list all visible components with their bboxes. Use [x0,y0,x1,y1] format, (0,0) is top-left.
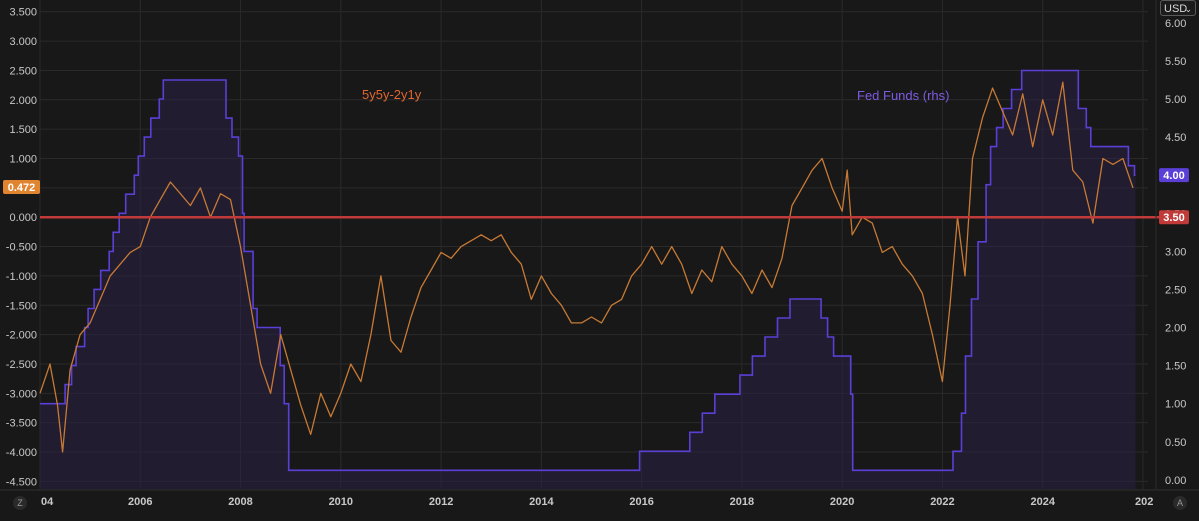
right-axis-tick-label: 0.50 [1165,437,1186,449]
currency-label: USD [1164,3,1188,15]
auto-scale-button[interactable]: A [1173,496,1187,510]
left-axis-tick-label: 0.000 [9,212,37,224]
x-axis-tick-label: 2008 [228,496,252,508]
left-axis-tick-label: -1.500 [6,300,37,312]
left-axis-tick-label: 2.500 [9,65,37,77]
x-axis-tick-label: 202 [1135,496,1153,508]
right-axis-tick-label: 6.00 [1165,18,1186,30]
fed-funds-line [40,69,1136,472]
x-axis-tick-label: 2022 [930,496,954,508]
x-axis-tick-label: 2006 [128,496,152,508]
right-axis-tick-label: 2.00 [1165,323,1186,335]
spread-layer [39,81,1134,453]
left-axis-tick-label: 1.000 [9,153,37,165]
left-axis-tick-label: -3.000 [6,388,37,400]
right-axis-tick-label: 5.00 [1165,94,1186,106]
left-axis-tick-label: -3.500 [6,418,37,430]
left-axis-tick-label: -0.500 [6,242,37,254]
fed-funds-last-value-badge: 4.00 [1163,170,1184,182]
right-axis-tick-label: 1.00 [1165,399,1186,411]
left-axis-tick-label: 2.000 [9,95,37,107]
reference-level-badge-bg [1159,210,1189,225]
x-axis-tick-label: 2020 [830,496,854,508]
x-axis-tick-label: 2010 [329,496,353,508]
fed-funds-last-value-badge-bg [1159,168,1189,183]
left-axis-tick-label: -2.500 [6,359,37,371]
annotation-layer: 5y5y-2y1y Fed Funds (rhs) [362,87,949,103]
badge-layer: 0.472 4.00 3.50 [3,168,1189,225]
fed-funds-series-label: Fed Funds (rhs) [857,88,949,103]
zoom-toggle-button[interactable]: Z [13,496,27,510]
left-axis-tick-label: 3.500 [9,7,37,19]
right-axis-tick-label: 2.50 [1165,284,1186,296]
right-axis-tick-label: 5.50 [1165,56,1186,68]
left-axis-tick-label: 1.500 [9,124,37,136]
currency-selector-button[interactable]: USD ⌄ [1160,0,1196,16]
right-axis-tick-label: 1.50 [1165,361,1186,373]
right-axis-tick-label: 3.00 [1165,246,1186,258]
spread-last-value-badge: 0.472 [8,182,36,194]
fed-funds-layer [40,69,1136,489]
x-axis-tick-label: 2016 [629,496,653,508]
axis-layer: 3.5003.0002.5002.0001.5001.0000.5000.000… [0,0,1199,508]
left-axis-tick-label: -4.500 [6,476,37,488]
left-axis-tick-label: 3.000 [9,36,37,48]
x-axis-tick-label: 2012 [429,496,453,508]
chevron-down-icon: ⌄ [1184,4,1192,14]
right-axis-tick-label: 4.50 [1165,132,1186,144]
x-axis-tick-label: 2024 [1030,496,1055,508]
spread-last-value-badge-bg [3,180,40,194]
left-axis-tick-label: -2.000 [6,330,37,342]
x-axis-tick-label: 04 [41,496,54,508]
left-axis-tick-label: -4.000 [6,447,37,459]
spread-line [39,81,1134,453]
fed-funds-area [40,70,1136,489]
reference-level-badge: 3.50 [1163,212,1184,224]
x-axis-tick-label: 2014 [529,496,554,508]
spread-series-label: 5y5y-2y1y [362,87,422,102]
left-axis-tick-label: -1.000 [6,271,37,283]
x-axis-tick-label: 2018 [730,496,754,508]
right-axis-tick-label: 0.00 [1165,475,1186,487]
